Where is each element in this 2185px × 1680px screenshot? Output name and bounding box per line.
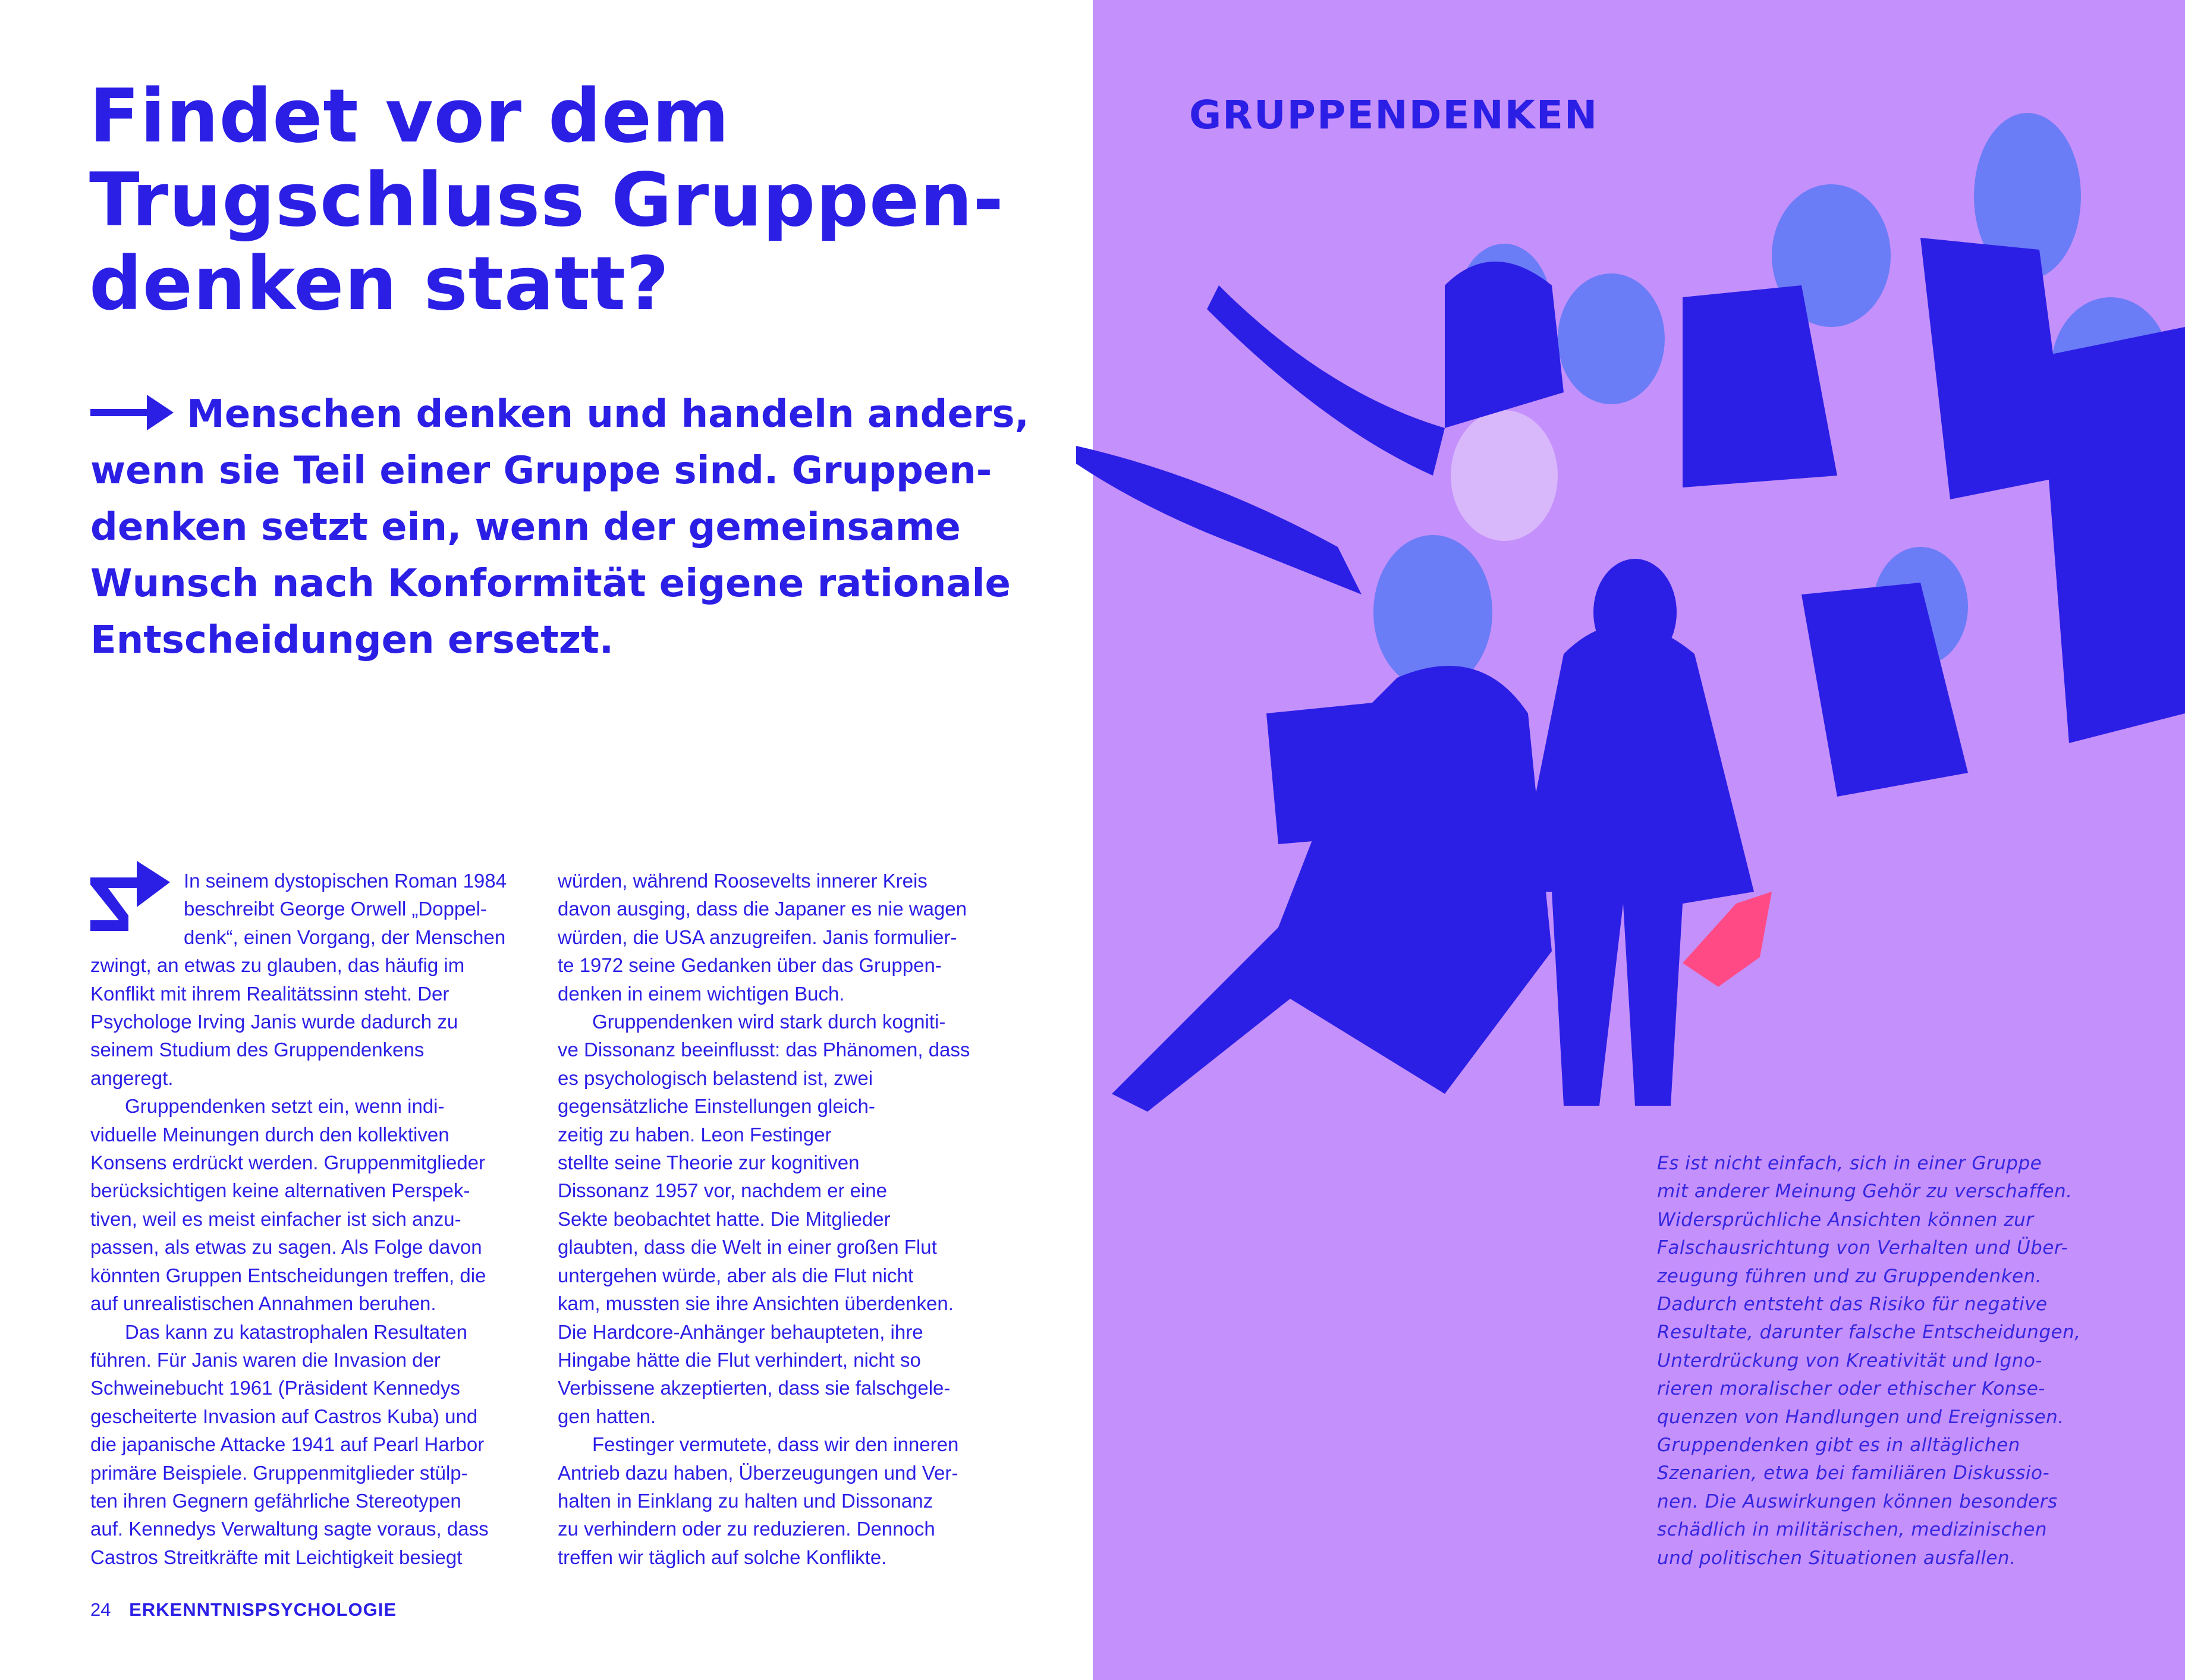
arrow-right-icon bbox=[90, 395, 174, 430]
left-page bbox=[0, 0, 1093, 1680]
body-text-line: Psychologe Irving Janis wurde dadurch zu bbox=[90, 1011, 458, 1033]
caption-line: Gruppendenken gibt es in alltäglichen bbox=[1657, 1434, 2020, 1456]
body-text-line: davon ausging, dass die Japaner es nie w… bbox=[558, 898, 967, 920]
body-text-line: es psychologisch belastend ist, zwei bbox=[558, 1066, 873, 1089]
body-text-line: Hingabe hätte die Flut verhindert, nicht… bbox=[558, 1348, 921, 1371]
caption-line: und politischen Situationen ausfallen. bbox=[1657, 1547, 2016, 1569]
body-text-line: würden, während Roosevelts innerer Kreis bbox=[558, 870, 928, 892]
body-column-1: In seinem dystopischen Roman 1984 beschre… bbox=[90, 867, 560, 1571]
body-text-line: auf. Kennedys Verwaltung sagte voraus, d… bbox=[90, 1518, 489, 1540]
body-text-line: Das kann zu katastrophalen Resultaten bbox=[125, 1320, 468, 1343]
caption-line: Unterdrückung von Kreativität und Igno- bbox=[1657, 1349, 2042, 1371]
body-text-line: Konflikt mit ihrem Realitätssinn steht. … bbox=[90, 982, 449, 1005]
zigzag-arrow-icon bbox=[90, 861, 170, 931]
caption-line: Falschausrichtung von Verhalten und Über… bbox=[1657, 1237, 2068, 1259]
body-text-line: angeregt. bbox=[90, 1066, 174, 1089]
body-text-line: gescheiterte Invasion auf Castros Kuba) … bbox=[90, 1405, 478, 1427]
body-text-line: kam, mussten sie ihre Ansichten überdenk… bbox=[558, 1292, 954, 1315]
body-text-line: Gruppendenken wird stark durch kogniti- bbox=[592, 1011, 946, 1033]
title-line: denken statt? bbox=[89, 241, 670, 327]
pink-book bbox=[1683, 892, 1772, 987]
caption-line: quenzen von Handlungen und Ereignissen. bbox=[1657, 1406, 2064, 1428]
body-text-line: ten ihren Gegnern gefährliche Stereotype… bbox=[90, 1489, 461, 1512]
body-text-line: treffen wir täglich auf solche Konflikte… bbox=[558, 1546, 887, 1568]
caption-line: Es ist nicht einfach, sich in einer Grup… bbox=[1657, 1153, 2042, 1174]
title-line: Findet vor dem bbox=[89, 74, 730, 159]
body-text-line: zu verhindern oder zu reduzieren. Dennoc… bbox=[558, 1518, 935, 1540]
caption-line: zeugung führen und zu Gruppendenken. bbox=[1657, 1265, 2042, 1287]
foreground-figures bbox=[1076, 238, 2185, 1112]
body-text-line: gen hatten. bbox=[558, 1405, 656, 1427]
body-text-line: beschreibt George Orwell „Doppel- bbox=[184, 898, 487, 920]
body-text-line: zwingt, an etwas zu glauben, das häufig … bbox=[90, 954, 465, 977]
caption-line: mit anderer Meinung Gehör zu verschaffen… bbox=[1657, 1181, 2073, 1203]
body-text-line: In seinem dystopischen Roman 1984 bbox=[184, 870, 507, 892]
page-footer: 24 ERKENNTNISPSYCHOLOGIE bbox=[90, 1599, 397, 1621]
lead-paragraph: Menschen denken und handeln anders, wenn… bbox=[90, 386, 1077, 669]
body-text-line: gegensätzliche Einstellungen gleich- bbox=[558, 1095, 875, 1118]
lead-line: Entscheidungen ersetzt. bbox=[90, 618, 614, 662]
body-text-line: untergehen würde, aber als die Flut nich… bbox=[558, 1264, 914, 1286]
title-line: Trugschluss Gruppen- bbox=[89, 158, 1004, 243]
body-text-line: Castros Streitkräfte mit Leichtigkeit be… bbox=[90, 1546, 463, 1568]
body-text-line: Gruppendenken setzt ein, wenn indi- bbox=[125, 1095, 445, 1118]
body-text-line: viduelle Meinungen durch den kollektiven bbox=[90, 1123, 449, 1146]
body-text-line: könnten Gruppen Entscheidungen treffen, … bbox=[90, 1264, 486, 1286]
body-text-line: ve Dissonanz beeinflusst: das Phänomen, … bbox=[558, 1039, 970, 1061]
body-text-line: passen, als etwas zu sagen. Als Folge da… bbox=[90, 1236, 482, 1259]
body-text-line: te 1972 seine Gedanken über das Gruppen- bbox=[558, 954, 942, 977]
body-text-line: würden, die USA anzugreifen. Janis formu… bbox=[558, 926, 957, 948]
caption-line: nen. Die Auswirkungen können besonders bbox=[1657, 1490, 2058, 1512]
caption-line: Widersprüchliche Ansichten können zur bbox=[1657, 1209, 2034, 1231]
body-text-line: Die Hardcore-Anhänger behaupteten, ihre bbox=[558, 1320, 923, 1343]
caption-line: schädlich in militärischen, medizinische… bbox=[1657, 1519, 2047, 1541]
page-title: Findet vor dem Trugschluss Gruppen- denk… bbox=[89, 75, 1040, 326]
body-text-line: Festinger vermutete, dass wir den innere… bbox=[592, 1433, 959, 1456]
body-text-line: denken in einem wichtigen Buch. bbox=[558, 982, 845, 1005]
body-text-line: denk“, einen Vorgang, der Menschen bbox=[184, 926, 506, 948]
illustration-caption: Es ist nicht einfach, sich in einer Grup… bbox=[1657, 1150, 2081, 1572]
section-name: ERKENNTNISPSYCHOLOGIE bbox=[129, 1599, 397, 1620]
body-text-line: Sekte beobachtet hatte. Die Mitglieder bbox=[558, 1207, 891, 1230]
caption-line: Szenarien, etwa bei familiären Diskussio… bbox=[1657, 1462, 2050, 1484]
body-text-line: zeitig zu haben. Leon Festinger bbox=[558, 1123, 832, 1146]
caption-line: Dadurch entsteht das Risiko für negative bbox=[1657, 1294, 2048, 1316]
lead-line: Menschen denken und handeln anders, bbox=[187, 392, 1029, 436]
body-text-line: die japanische Attacke 1941 auf Pearl Ha… bbox=[90, 1433, 485, 1456]
body-text-line: berücksichtigen keine alternativen Persp… bbox=[90, 1179, 470, 1202]
body-text-line: Dissonanz 1957 vor, nachdem er eine bbox=[558, 1179, 888, 1202]
body-text-line: Schweinebucht 1961 (Präsident Kennedys bbox=[90, 1377, 460, 1399]
body-column-2: würden, während Roosevelts innerer Kreis… bbox=[558, 867, 1027, 1571]
body-text-line: seinem Studium des Gruppendenkens bbox=[90, 1039, 425, 1061]
body-text-line: halten in Einklang zu halten und Dissona… bbox=[558, 1489, 933, 1512]
body-text-line: Konsens erdrückt werden. Gruppenmitglied… bbox=[90, 1152, 486, 1174]
page-number: 24 bbox=[90, 1599, 111, 1620]
section-heading: GRUPPENDENKEN bbox=[1189, 92, 1599, 138]
lead-line: denken setzt ein, wenn der gemeinsame bbox=[90, 505, 961, 549]
lead-line: wenn sie Teil einer Gruppe sind. Gruppen… bbox=[90, 449, 992, 493]
body-text-line: primäre Beispiele. Gruppenmitglieder stü… bbox=[90, 1461, 468, 1484]
body-text-line: Verbissene akzeptierten, dass sie falsch… bbox=[558, 1377, 951, 1399]
caption-line: Resultate, darunter falsche Entscheidung… bbox=[1657, 1322, 2081, 1344]
lead-line: Wunsch nach Konformität eigene rationale bbox=[90, 562, 1011, 606]
body-text-line: tiven, weil es meist einfacher ist sich … bbox=[90, 1207, 461, 1230]
body-text-line: glaubten, dass die Welt in einer großen … bbox=[558, 1236, 937, 1259]
crowd-illustration bbox=[1076, 113, 2185, 1112]
body-text-line: auf unrealistischen Annahmen beruhen. bbox=[90, 1292, 436, 1315]
body-text-line: führen. Für Janis waren die Invasion der bbox=[90, 1348, 441, 1371]
body-text-line: Antrieb dazu haben, Überzeugungen und Ve… bbox=[558, 1461, 958, 1484]
body-text-line: stellte seine Theorie zur kognitiven bbox=[558, 1152, 860, 1174]
caption-line: rieren moralischer oder ethischer Konse- bbox=[1657, 1378, 2045, 1400]
